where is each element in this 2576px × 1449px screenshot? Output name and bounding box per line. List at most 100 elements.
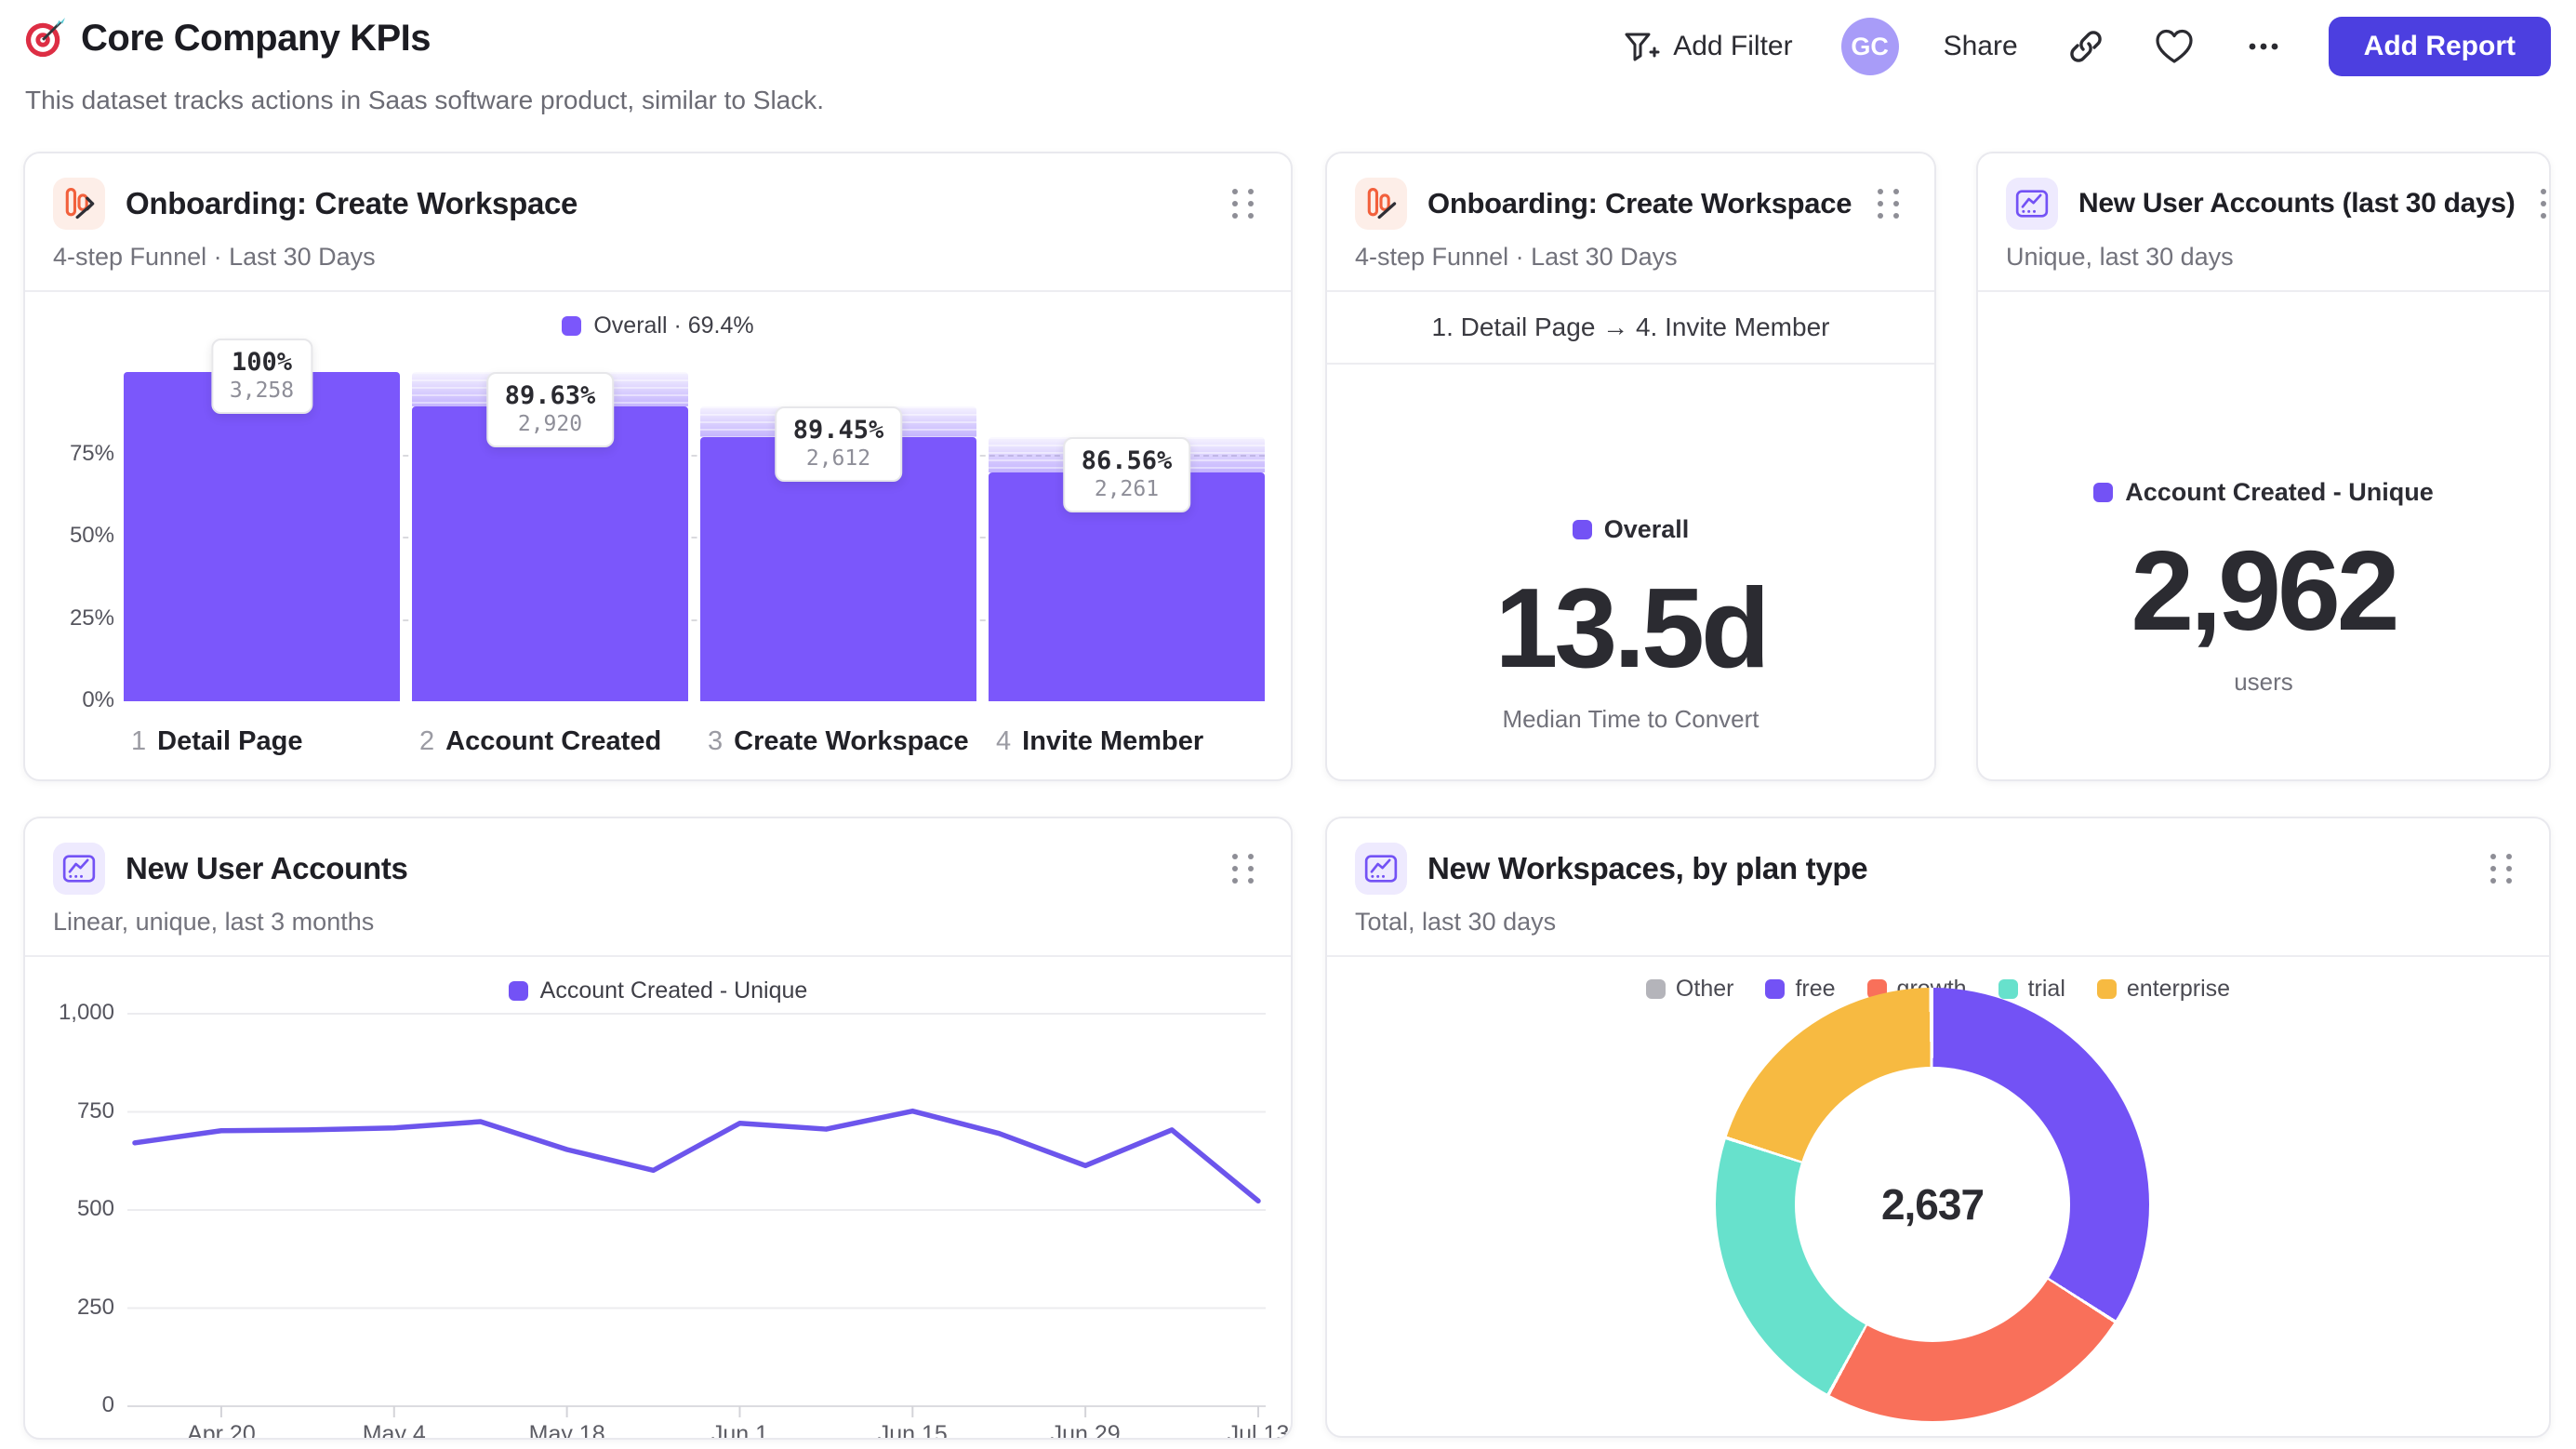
- funnel-gridline: [124, 454, 1265, 457]
- card-subtitle: 4-step Funnel · Last 30 Days: [53, 243, 376, 271]
- donut-legend-item[interactable]: enterprise: [2096, 976, 2231, 1003]
- funnel-step-label: 86.56% 2,261: [1062, 437, 1191, 513]
- add-report-button[interactable]: Add Report: [2328, 17, 2551, 76]
- new-accounts-value: 2,962: [2131, 527, 2399, 655]
- line-x-axis: Apr 20 May 4 May 18 Jun 1 Jun 15 Jun 29 Jul 13: [127, 1421, 1289, 1440]
- card-title[interactable]: New User Accounts: [126, 851, 408, 885]
- accounts-trend-card: New User Accounts Linear, unique, last 3…: [23, 817, 1293, 1440]
- funnel-y-tick: 75%: [69, 440, 114, 466]
- line-y-tick: 250: [76, 1294, 114, 1320]
- share-button[interactable]: Share: [1943, 31, 2018, 61]
- avatar[interactable]: GC: [1840, 18, 1899, 75]
- line-x-tick: Jun 29: [1050, 1421, 1121, 1440]
- add-filter-button[interactable]: Add Filter: [1621, 27, 1793, 66]
- funnel-report-card: Onboarding: Create Workspace 4-step Funn…: [23, 152, 1293, 781]
- funnel-legend[interactable]: Overall · 69.4%: [25, 312, 1291, 339]
- funnel-gridline: [124, 618, 1265, 621]
- drag-handle-icon[interactable]: [1227, 848, 1261, 889]
- legend-label: Account Created - Unique: [539, 977, 808, 1004]
- legend-swatch: [2093, 483, 2114, 503]
- legend-swatch: [1645, 979, 1666, 999]
- line-x-tick: Jun 15: [877, 1421, 948, 1440]
- funnel-step-pct: 86.56%: [1081, 446, 1173, 476]
- filter-plus-icon: [1621, 27, 1660, 66]
- new-accounts-30d-card: New User Accounts (last 30 days) Unique,…: [1976, 152, 2551, 781]
- header-actions: Add Filter GC Share Add Report: [1621, 13, 2551, 80]
- line-y-tick: 0: [101, 1392, 114, 1417]
- divider: [1978, 290, 2549, 292]
- line-x-tick: Jul 13: [1227, 1421, 1290, 1440]
- drag-handle-icon[interactable]: [2535, 183, 2549, 224]
- copy-link-icon[interactable]: [2066, 27, 2105, 66]
- legend-swatch: [508, 981, 528, 1001]
- card-title[interactable]: New User Accounts (last 30 days): [2078, 188, 2516, 219]
- card-title[interactable]: New Workspaces, by plan type: [1427, 851, 1868, 885]
- add-filter-label: Add Filter: [1673, 31, 1793, 61]
- metric-legend[interactable]: Account Created - Unique: [2093, 478, 2434, 507]
- divider: [1327, 290, 1934, 292]
- more-options-icon[interactable]: [2243, 26, 2284, 67]
- funnel-step-name: 3 Create Workspace: [708, 726, 969, 756]
- funnel-step-count: 3,258: [229, 379, 295, 403]
- funnel-step-range: 1. Detail Page → 4. Invite Member: [1327, 292, 1934, 365]
- line-x-tick: May 4: [362, 1421, 426, 1440]
- median-time-card: Onboarding: Create Workspace 4-step Funn…: [1325, 152, 1936, 781]
- insights-report-icon: [1355, 843, 1407, 895]
- line-y-tick: 1,000: [58, 1000, 114, 1025]
- legend-swatch: [1765, 979, 1786, 999]
- divider: [25, 955, 1291, 957]
- funnel-step-pct: 89.45%: [792, 415, 884, 445]
- funnel-report-icon: [53, 178, 105, 230]
- line-x-tick: Apr 20: [187, 1421, 256, 1440]
- line-plot[interactable]: [127, 1013, 1266, 1417]
- line-y-tick: 500: [76, 1196, 114, 1221]
- line-x-tick: May 18: [528, 1421, 605, 1440]
- funnel-bar[interactable]: [412, 405, 688, 701]
- drag-handle-icon[interactable]: [1227, 183, 1261, 224]
- divider: [1327, 955, 2549, 957]
- legend-swatch: [2096, 979, 2117, 999]
- card-subtitle: Unique, last 30 days: [2006, 243, 2234, 271]
- metric-caption: Median Time to Convert: [1502, 704, 1759, 733]
- funnel-report-icon: [1355, 178, 1407, 230]
- donut-chart[interactable]: 2,637: [1716, 988, 2149, 1421]
- funnel-step-name: 1 Detail Page: [131, 726, 303, 756]
- legend-swatch: [1998, 979, 2018, 999]
- line-y-tick: 750: [76, 1097, 114, 1123]
- line-legend[interactable]: Account Created - Unique: [25, 977, 1291, 1004]
- donut-legend-item[interactable]: free: [1765, 976, 1836, 1003]
- drag-handle-icon[interactable]: [1872, 183, 1906, 224]
- card-subtitle: Linear, unique, last 3 months: [53, 908, 375, 936]
- donut-legend-item[interactable]: Other: [1645, 976, 1734, 1003]
- insights-report-icon: [53, 843, 105, 895]
- card-subtitle: Total, last 30 days: [1355, 908, 1557, 936]
- donut-legend: Otherfreegrowthtrialenterprise: [1327, 976, 2549, 1003]
- funnel-step-label: 89.45% 2,612: [774, 405, 903, 482]
- funnel-step-label: 89.63% 2,920: [485, 372, 615, 447]
- metric-legend[interactable]: Overall: [1572, 515, 1689, 544]
- favorite-heart-icon[interactable]: [2154, 26, 2195, 67]
- funnel-step-label: 100% 3,258: [210, 339, 313, 414]
- funnel-step-count: 2,612: [805, 445, 871, 471]
- funnel-step-name: 2 Account Created: [419, 726, 662, 756]
- legend-label: trial: [2027, 976, 2065, 1002]
- funnel-step-pct: 89.63%: [504, 381, 596, 410]
- card-title[interactable]: Onboarding: Create Workspace: [126, 186, 578, 220]
- funnel-x-axis: 1 Detail Page 2 Account Created 3 Create Work…: [124, 726, 1265, 769]
- legend-label: Account Created - Unique: [2125, 478, 2434, 507]
- funnel-gridline: [124, 537, 1265, 538]
- funnel-y-tick: 50%: [69, 523, 114, 548]
- card-title[interactable]: Onboarding: Create Workspace: [1427, 187, 1852, 219]
- page-title: Core Company KPIs: [81, 17, 432, 59]
- funnel-y-tick: 0%: [82, 687, 114, 712]
- legend-label: Overall · 69.4%: [593, 312, 754, 339]
- insights-report-icon: [2006, 178, 2058, 230]
- legend-swatch: [1572, 520, 1592, 540]
- funnel-bar[interactable]: [124, 372, 400, 701]
- legend-label: Other: [1675, 976, 1734, 1002]
- legend-label: enterprise: [2126, 976, 2231, 1002]
- card-subtitle: 4-step Funnel · Last 30 Days: [1355, 243, 1678, 271]
- trend-line[interactable]: [132, 1108, 1261, 1204]
- drag-handle-icon[interactable]: [2485, 848, 2519, 889]
- donut-legend-item[interactable]: trial: [1998, 976, 2065, 1003]
